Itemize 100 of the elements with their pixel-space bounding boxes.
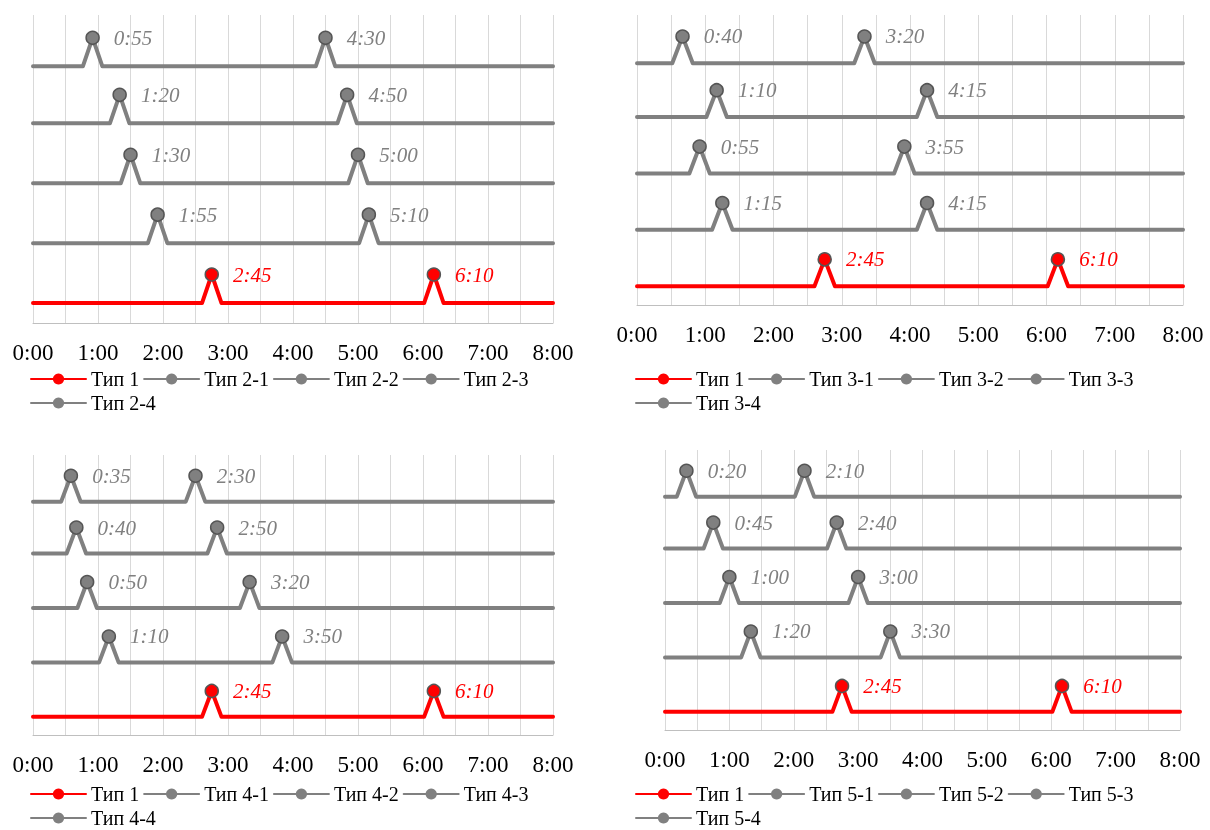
point bbox=[426, 683, 442, 699]
x-tick-label: 0:00 bbox=[616, 322, 658, 347]
point bbox=[188, 468, 203, 483]
x-tick-label: 8:00 bbox=[532, 752, 574, 777]
legend-label: Тип 4-1 bbox=[204, 783, 269, 805]
x-tick-label: 6:00 bbox=[402, 340, 444, 365]
x-tick-label: 2:00 bbox=[142, 340, 184, 365]
annotation: 0:45 bbox=[734, 510, 774, 535]
annotation: 3:20 bbox=[884, 24, 925, 49]
x-tick-label: 6:00 bbox=[1030, 747, 1072, 772]
x-tick-label: 1:00 bbox=[77, 340, 119, 365]
point bbox=[692, 139, 707, 154]
annotation: 3:20 bbox=[269, 570, 310, 595]
legend-label: Тип 4-2 bbox=[333, 783, 399, 805]
point bbox=[204, 267, 219, 282]
annotation: 2:10 bbox=[825, 458, 865, 483]
point bbox=[204, 683, 219, 699]
x-tick-label: 1:00 bbox=[684, 322, 726, 347]
point bbox=[318, 30, 333, 46]
x-tick-label: 4:00 bbox=[889, 322, 931, 347]
point bbox=[897, 139, 912, 154]
point bbox=[709, 82, 724, 98]
annotation: 0:50 bbox=[108, 570, 148, 595]
point bbox=[679, 463, 694, 478]
annotation: 2:30 bbox=[216, 463, 256, 488]
point bbox=[242, 574, 257, 590]
x-tick-label: 8:00 bbox=[1159, 747, 1201, 772]
annotation: 1:00 bbox=[750, 565, 790, 590]
legend-label: Тип 5-4 bbox=[696, 807, 761, 829]
legend-label: Тип 1 bbox=[696, 783, 745, 805]
x-tick-label: 3:00 bbox=[207, 752, 249, 777]
x-tick-label: 2:00 bbox=[773, 747, 815, 772]
x-tick-label: 7:00 bbox=[467, 340, 509, 365]
annotation: 6:10 bbox=[1083, 673, 1123, 698]
x-tick-label: 3:00 bbox=[207, 340, 249, 365]
annotation: 3:50 bbox=[302, 624, 343, 649]
point bbox=[919, 195, 935, 211]
point bbox=[361, 207, 377, 222]
annotation: 1:10 bbox=[737, 78, 777, 103]
annotation: 5:00 bbox=[379, 142, 419, 167]
legend-label: Тип 3-4 bbox=[696, 392, 761, 414]
legend-label: Тип 2-4 bbox=[91, 392, 156, 414]
point bbox=[274, 629, 290, 644]
point bbox=[743, 624, 759, 639]
x-tick-label: 6:00 bbox=[402, 752, 444, 777]
x-tick-label: 1:00 bbox=[77, 752, 119, 777]
annotation: 2:45 bbox=[863, 673, 902, 698]
annotation: 4:15 bbox=[948, 78, 987, 103]
x-tick-label: 5:00 bbox=[337, 340, 379, 365]
x-tick-label: 8:00 bbox=[532, 340, 574, 365]
legend-label: Тип 3-2 bbox=[938, 368, 1004, 390]
x-tick-label: 0:00 bbox=[644, 747, 686, 772]
annotation: 3:55 bbox=[924, 134, 965, 159]
x-tick-label: 8:00 bbox=[1162, 322, 1204, 347]
x-tick-label: 3:00 bbox=[821, 322, 863, 347]
x-tick-label: 7:00 bbox=[467, 752, 509, 777]
legend-label: Тип 4-4 bbox=[91, 807, 156, 829]
annotation: 4:30 bbox=[346, 25, 386, 50]
legend-label: Тип 5-2 bbox=[938, 783, 1004, 805]
point bbox=[919, 82, 935, 98]
point bbox=[797, 463, 812, 478]
point bbox=[209, 520, 225, 535]
annotation: 0:55 bbox=[720, 134, 760, 159]
legend-label: Тип 1 bbox=[696, 368, 745, 390]
x-tick-label: 0:00 bbox=[12, 340, 54, 365]
annotation: 0:40 bbox=[97, 515, 137, 540]
legend-label: Тип 3-1 bbox=[809, 368, 874, 390]
x-tick-label: 5:00 bbox=[966, 747, 1008, 772]
annotation: 2:45 bbox=[845, 247, 885, 272]
point bbox=[857, 29, 872, 44]
annotation: 0:55 bbox=[113, 25, 153, 50]
point bbox=[829, 515, 844, 530]
legend-label: Тип 1 bbox=[91, 783, 140, 805]
x-tick-label: 5:00 bbox=[337, 752, 379, 777]
x-tick-label: 0:00 bbox=[12, 752, 54, 777]
annotation: 1:20 bbox=[140, 82, 180, 107]
point bbox=[715, 195, 730, 211]
annotation: 1:30 bbox=[151, 142, 191, 167]
annotation: 0:35 bbox=[92, 463, 131, 488]
legend-label: Тип 4-3 bbox=[463, 783, 529, 805]
point bbox=[150, 207, 165, 222]
point bbox=[883, 624, 898, 639]
point bbox=[722, 569, 737, 585]
annotation: 6:10 bbox=[455, 678, 495, 703]
x-tick-label: 7:00 bbox=[1094, 322, 1136, 347]
x-tick-label: 4:00 bbox=[902, 747, 943, 772]
point bbox=[834, 678, 850, 694]
annotation: 1:55 bbox=[178, 202, 218, 227]
point bbox=[63, 468, 79, 483]
point bbox=[123, 147, 138, 162]
point bbox=[1050, 252, 1066, 267]
point bbox=[69, 520, 84, 535]
legend-label: Тип 1 bbox=[91, 368, 140, 390]
point bbox=[79, 574, 95, 590]
point bbox=[675, 29, 690, 44]
x-tick-label: 3:00 bbox=[837, 747, 879, 772]
x-tick-label: 2:00 bbox=[753, 322, 794, 347]
x-tick-label: 5:00 bbox=[957, 322, 999, 347]
annotation: 5:10 bbox=[390, 202, 430, 227]
annotation: 1:20 bbox=[772, 619, 812, 644]
